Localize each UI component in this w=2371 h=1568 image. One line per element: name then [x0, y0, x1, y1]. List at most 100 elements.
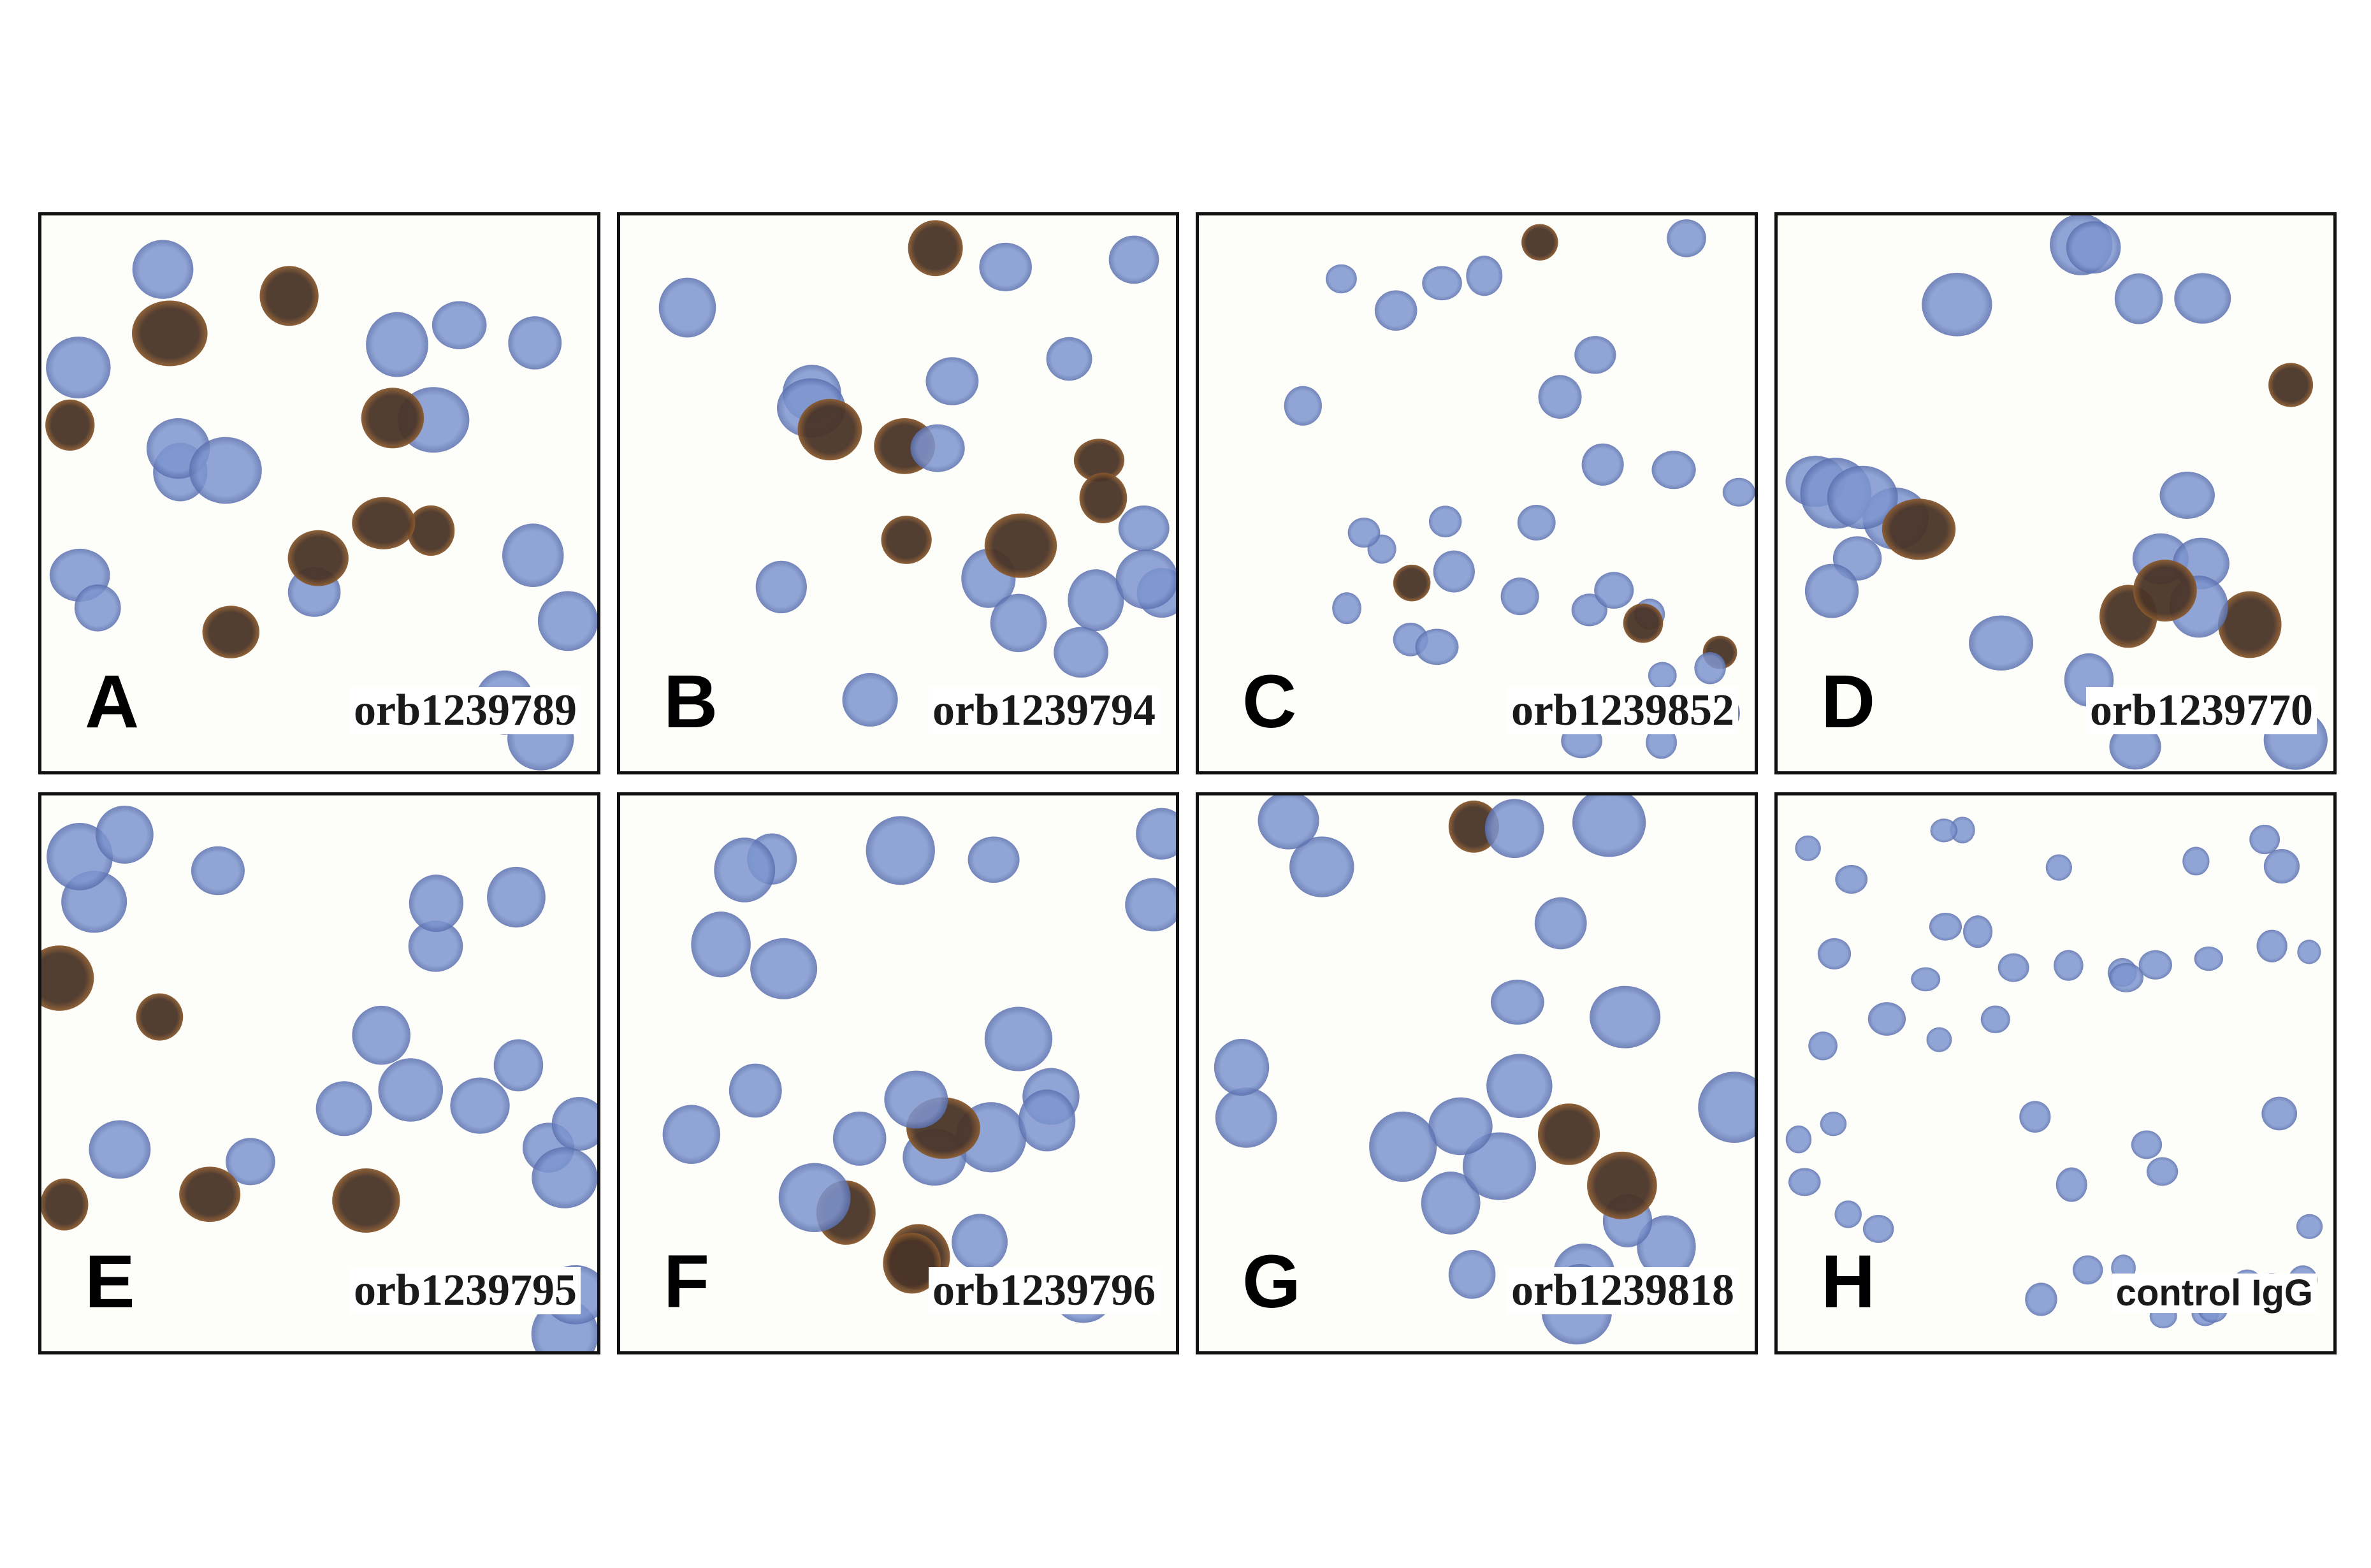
positive-cell [352, 497, 416, 549]
negative-cell [1572, 795, 1646, 857]
negative-cell [691, 911, 751, 978]
negative-cell [1326, 264, 1357, 294]
panel-c: C orb1239852 [1196, 212, 1758, 774]
negative-cell [1415, 628, 1459, 665]
negative-cell [1433, 550, 1475, 593]
negative-cell [2066, 221, 2121, 274]
negative-cell [487, 866, 546, 928]
negative-cell [1054, 627, 1109, 678]
negative-cell [1835, 864, 1868, 894]
positive-cell [287, 530, 349, 586]
negative-cell [1136, 808, 1176, 860]
negative-cell [1998, 953, 2029, 982]
negative-cell [1490, 979, 1544, 1025]
negative-cell [189, 437, 262, 504]
antibody-label: orb1239818 [1507, 1267, 1738, 1314]
negative-cell [1817, 938, 1852, 969]
negative-cell [1698, 1071, 1755, 1143]
negative-cell [493, 1039, 544, 1092]
panel-g: G orb1239818 [1196, 792, 1758, 1354]
negative-cell [910, 424, 965, 472]
negative-cell [2056, 1167, 2087, 1202]
negative-cell [1347, 518, 1381, 548]
negative-cell [1694, 652, 1726, 685]
negative-cell [842, 672, 898, 727]
negative-cell [408, 920, 463, 972]
negative-cell [1834, 1200, 1862, 1228]
negative-cell [2109, 723, 2161, 770]
negative-cell [1517, 504, 1556, 541]
negative-cell [315, 1081, 373, 1136]
negative-cell [2297, 940, 2321, 964]
negative-cell [1637, 1215, 1696, 1279]
negative-cell [89, 1120, 151, 1179]
negative-cell [1214, 1038, 1270, 1096]
negative-cell [1500, 577, 1539, 616]
negative-cell [1646, 726, 1677, 759]
positive-cell [1073, 439, 1125, 482]
negative-cell [2256, 929, 2288, 962]
panel-letter: D [1821, 660, 1876, 744]
negative-cell [1827, 465, 1898, 530]
positive-cell [361, 388, 424, 449]
positive-cell [984, 513, 1057, 578]
negative-cell [1594, 572, 1634, 609]
negative-cell [2182, 846, 2210, 876]
negative-cell [502, 523, 564, 588]
negative-cell [1448, 1250, 1496, 1299]
panel-a: A orb1239789 [38, 212, 600, 774]
negative-cell [1125, 878, 1176, 932]
negative-cell [1486, 1054, 1553, 1118]
negative-cell [2045, 854, 2073, 881]
positive-cell [1521, 224, 1558, 261]
positive-cell [41, 945, 94, 1011]
negative-cell [1108, 235, 1159, 284]
positive-cell [2218, 591, 2282, 658]
negative-cell [1374, 290, 1418, 331]
negative-cell [866, 816, 935, 885]
panel-letter: H [1821, 1240, 1876, 1324]
negative-cell [1332, 592, 1361, 625]
negative-cell [884, 1070, 948, 1129]
positive-cell [881, 516, 932, 564]
negative-cell [431, 301, 487, 349]
negative-cell [508, 316, 562, 370]
negative-cell [1911, 967, 1941, 992]
positive-cell [1393, 564, 1431, 602]
antibody-label: orb1239796 [929, 1267, 1159, 1314]
positive-cell [1623, 603, 1664, 643]
panel-f: F orb1239796 [617, 792, 1179, 1354]
positive-cell [908, 220, 963, 277]
cell-image-e [41, 806, 597, 1351]
positive-cell [259, 266, 319, 326]
panel-letter: F [663, 1240, 710, 1324]
negative-cell [1785, 1125, 1812, 1154]
negative-cell [714, 838, 776, 903]
positive-cell [136, 993, 184, 1041]
negative-cell [378, 1058, 444, 1122]
negative-cell [1215, 1087, 1277, 1148]
negative-cell [729, 1063, 782, 1118]
negative-cell [1804, 563, 1859, 618]
negative-cell [96, 806, 154, 864]
negative-cell [1969, 615, 2034, 671]
cell-image-h [1785, 817, 2323, 1329]
positive-cell [131, 300, 208, 367]
negative-cell [1574, 336, 1616, 374]
negative-cell [952, 1214, 1008, 1270]
negative-cell [2019, 1101, 2051, 1133]
negative-cell [1571, 593, 1607, 627]
negative-cell [1534, 897, 1587, 950]
negative-cell [778, 1163, 851, 1233]
negative-cell [1667, 219, 1706, 258]
positive-cell [41, 1179, 89, 1231]
negative-cell [2249, 824, 2280, 855]
negative-cell [662, 1105, 720, 1164]
negative-cell [1115, 549, 1176, 609]
panel-e: E orb1239795 [38, 792, 600, 1354]
negative-cell [1788, 1168, 1821, 1196]
cell-image-b [658, 220, 1176, 727]
negative-cell [2138, 950, 2173, 980]
negative-cell [537, 591, 597, 651]
